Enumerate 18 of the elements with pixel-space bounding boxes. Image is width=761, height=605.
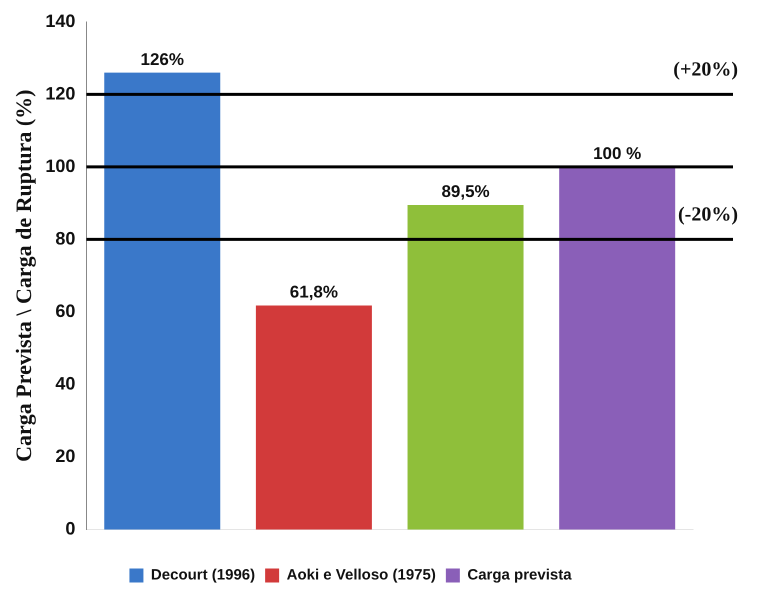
data-label: 61,8%	[290, 282, 338, 302]
y-tick-label: 40	[55, 373, 76, 394]
data-label: 100 %	[593, 144, 642, 164]
legend-label: Carga prevista	[467, 566, 572, 584]
legend-label: Aoki e Velloso (1975)	[286, 566, 436, 584]
y-tick-label: 120	[45, 83, 76, 104]
data-label: 126%	[140, 50, 184, 69]
data-label: 89,5%	[441, 182, 490, 202]
y-tick-label: 60	[55, 300, 76, 321]
annotation: (+20%)	[673, 58, 738, 81]
y-tick-label: 80	[55, 228, 76, 248]
y-tick-label: 20	[55, 446, 76, 466]
y-axis-title: Carga Prevista \ Carga de Ruptura (%)	[10, 90, 36, 462]
annotation: (-20%)	[678, 204, 738, 226]
y-tick-label: 0	[65, 518, 76, 539]
legend-label: Decourt (1996)	[150, 566, 256, 584]
y-tick-label: 140	[45, 10, 76, 31]
y-tick-label: 100	[45, 156, 76, 176]
